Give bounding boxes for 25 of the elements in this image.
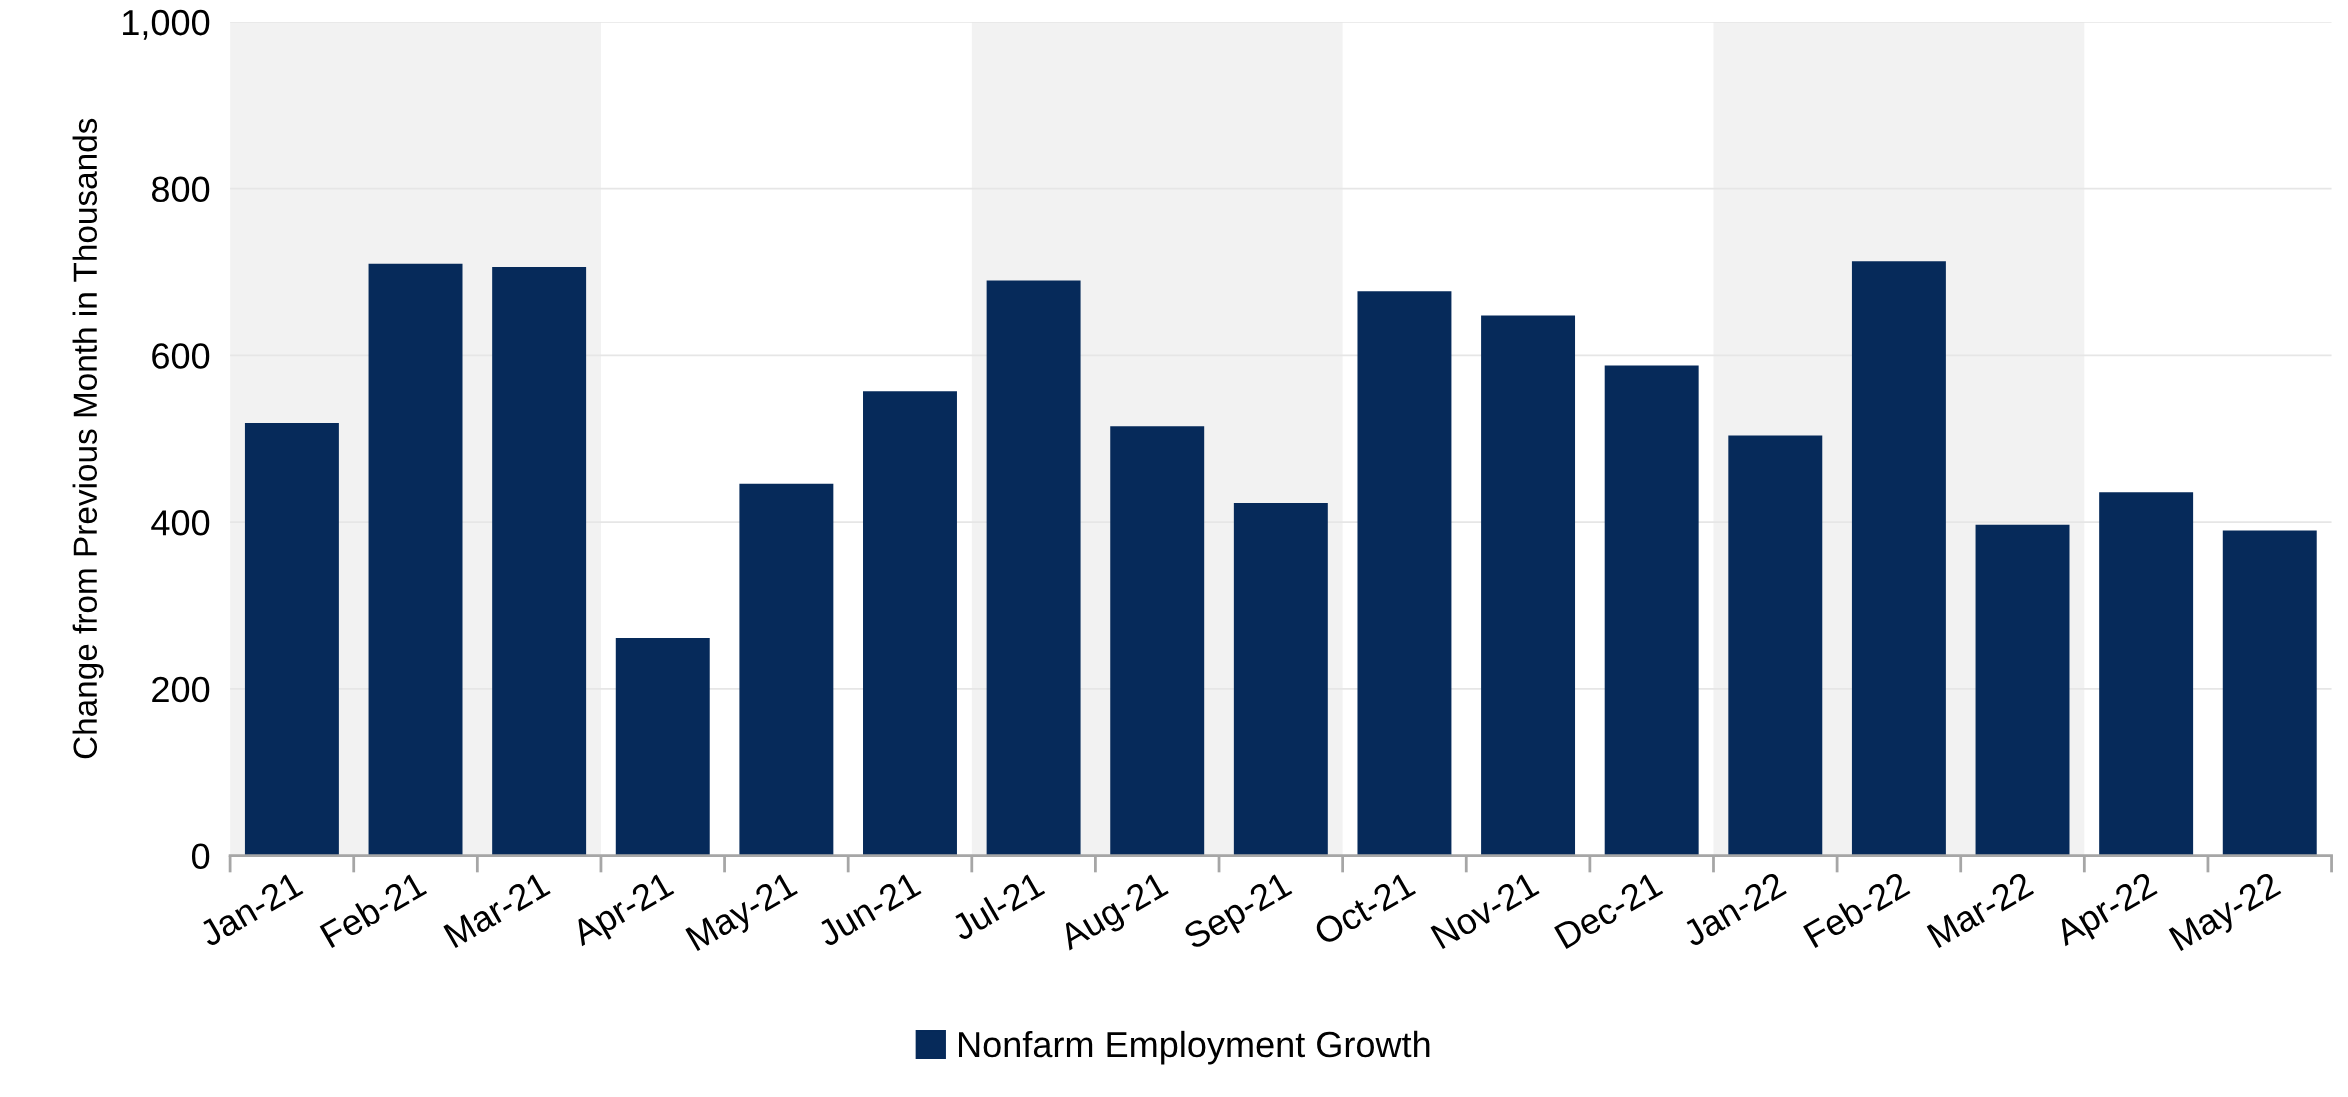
bar — [2222, 530, 2317, 856]
legend-label: Nonfarm Employment Growth — [959, 1030, 1430, 1065]
y-tick-label: 600 — [152, 343, 210, 369]
bar — [368, 263, 463, 856]
bar — [615, 638, 710, 856]
bar — [739, 483, 834, 856]
bar — [1728, 435, 1823, 856]
bar — [244, 422, 339, 856]
y-axis-title: Change from Previous Month in Thousands — [72, 118, 104, 759]
y-tick-label: 400 — [151, 510, 210, 536]
bar — [1604, 365, 1699, 856]
bar — [1481, 315, 1576, 856]
bar — [863, 391, 957, 856]
bar — [1851, 261, 1946, 856]
bar — [492, 267, 587, 856]
bar — [1357, 291, 1452, 856]
y-tick-label: 0 — [191, 843, 210, 870]
bar — [1233, 503, 1328, 856]
bar — [1110, 426, 1205, 856]
bar — [986, 280, 1081, 856]
y-tick-label: 1,000 — [123, 9, 210, 40]
bar — [1975, 524, 2070, 856]
y-tick-label: 200 — [152, 676, 210, 703]
bar — [2099, 492, 2194, 856]
y-tick-label: 800 — [151, 176, 210, 203]
